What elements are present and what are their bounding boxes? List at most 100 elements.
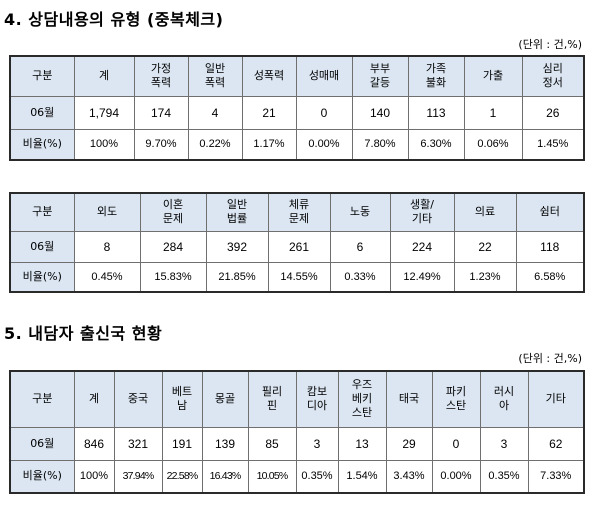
- data-cell: 261: [267, 230, 331, 263]
- section-5-unit: (단위 : 건,%): [518, 352, 582, 365]
- header-cell: 성폭력: [241, 55, 297, 97]
- data-cell: 10.05%: [247, 459, 297, 494]
- header-cell: 러시 아: [479, 370, 529, 428]
- header-cell: 생활/기타: [389, 192, 455, 232]
- data-cell: 37.94%: [113, 459, 163, 494]
- header-cell: 일반 법률: [205, 192, 269, 232]
- header-cell: 구분: [9, 370, 75, 428]
- header-cell: 몽골: [201, 370, 249, 428]
- data-cell: 9.70%: [133, 128, 189, 161]
- section-5-title: 5. 내담자 출신국 현황: [4, 324, 163, 343]
- data-cell: 846: [73, 426, 115, 461]
- data-cell: 0.35%: [479, 459, 529, 494]
- data-cell: 4: [187, 95, 243, 130]
- header-cell: 심리 정서: [521, 55, 585, 97]
- header-cell: 가정 폭력: [133, 55, 189, 97]
- data-cell: 21.85%: [205, 261, 269, 293]
- header-cell: 베트 남: [161, 370, 203, 428]
- data-cell: 26: [521, 95, 585, 130]
- data-cell: 0.06%: [463, 128, 523, 161]
- header-cell: 체류 문제: [267, 192, 331, 232]
- data-cell: 8: [73, 230, 141, 263]
- data-cell: 0: [431, 426, 481, 461]
- data-cell: 85: [247, 426, 297, 461]
- consultation-type-table-1: 구분 계 가정 폭력 일반 폭력 성폭력 성매매 부부 갈등 가족 불화 가출 심리 정서 06월 1,794…: [9, 55, 585, 161]
- data-cell: 6.30%: [407, 128, 465, 161]
- row-label: 비율(%): [9, 459, 75, 494]
- header-cell: 구분: [9, 55, 75, 97]
- data-cell: 174: [133, 95, 189, 130]
- data-cell: 113: [407, 95, 465, 130]
- data-cell: 3.43%: [385, 459, 433, 494]
- section-4-unit: (단위 : 건,%): [518, 38, 582, 51]
- header-cell: 가족 불화: [407, 55, 465, 97]
- data-cell: 0.33%: [329, 261, 391, 293]
- data-cell: 3: [479, 426, 529, 461]
- data-cell: 14.55%: [267, 261, 331, 293]
- data-cell: 16.43%: [201, 459, 249, 494]
- data-cell: 321: [113, 426, 163, 461]
- data-cell: 100%: [73, 128, 135, 161]
- data-cell: 1,794: [73, 95, 135, 130]
- consultation-type-table-2: 구분 외도 이혼 문제 일반 법률 체류 문제 노동 생활/기타 의료 쉼터 06월 8 284 392 26…: [9, 192, 585, 293]
- row-label: 비율(%): [9, 128, 75, 161]
- row-label: 비율(%): [9, 261, 75, 293]
- header-cell: 기타: [527, 370, 585, 428]
- header-cell: 계: [73, 55, 135, 97]
- data-cell: 29: [385, 426, 433, 461]
- header-cell: 구분: [9, 192, 75, 232]
- data-cell: 3: [295, 426, 339, 461]
- data-cell: 1.45%: [521, 128, 585, 161]
- row-label: 06월: [9, 426, 75, 461]
- data-cell: 7.33%: [527, 459, 585, 494]
- row-label: 06월: [9, 230, 75, 263]
- data-cell: 0.00%: [295, 128, 353, 161]
- data-cell: 22.58%: [161, 459, 203, 494]
- data-cell: 15.83%: [139, 261, 207, 293]
- client-origin-country-table: 구분 계 중국 베트 남 몽골 필리 핀 캄보 디아 우즈 베키 스탄 태국 파키 스탄 러시 아 기타 06월 84…: [9, 370, 585, 494]
- data-cell: 140: [351, 95, 409, 130]
- data-cell: 118: [515, 230, 585, 263]
- header-cell: 가출: [463, 55, 523, 97]
- data-cell: 0.00%: [431, 459, 481, 494]
- header-cell: 파키 스탄: [431, 370, 481, 428]
- data-cell: 1.17%: [241, 128, 297, 161]
- header-cell: 캄보 디아: [295, 370, 339, 428]
- data-cell: 22: [453, 230, 517, 263]
- data-cell: 1.54%: [337, 459, 387, 494]
- data-cell: 62: [527, 426, 585, 461]
- data-cell: 392: [205, 230, 269, 263]
- data-cell: 284: [139, 230, 207, 263]
- data-cell: 13: [337, 426, 387, 461]
- section-4-title: 4. 상담내용의 유형 (중복체크): [4, 10, 224, 29]
- data-cell: 6.58%: [515, 261, 585, 293]
- header-cell: 쉼터: [515, 192, 585, 232]
- data-cell: 0.22%: [187, 128, 243, 161]
- data-cell: 6: [329, 230, 391, 263]
- header-cell: 일반 폭력: [187, 55, 243, 97]
- header-cell: 태국: [385, 370, 433, 428]
- header-cell: 우즈 베키 스탄: [337, 370, 387, 428]
- data-cell: 1: [463, 95, 523, 130]
- data-cell: 139: [201, 426, 249, 461]
- header-cell: 성매매: [295, 55, 353, 97]
- data-cell: 0.35%: [295, 459, 339, 494]
- header-cell: 외도: [73, 192, 141, 232]
- header-cell: 부부 갈등: [351, 55, 409, 97]
- header-cell: 중국: [113, 370, 163, 428]
- header-cell: 계: [73, 370, 115, 428]
- data-cell: 100%: [73, 459, 115, 494]
- header-cell: 노동: [329, 192, 391, 232]
- row-label: 06월: [9, 95, 75, 130]
- data-cell: 1.23%: [453, 261, 517, 293]
- data-cell: 0: [295, 95, 353, 130]
- data-cell: 224: [389, 230, 455, 263]
- header-cell: 의료: [453, 192, 517, 232]
- header-cell: 이혼 문제: [139, 192, 207, 232]
- data-cell: 191: [161, 426, 203, 461]
- data-cell: 12.49%: [389, 261, 455, 293]
- data-cell: 7.80%: [351, 128, 409, 161]
- header-cell: 필리 핀: [247, 370, 297, 428]
- data-cell: 0.45%: [73, 261, 141, 293]
- data-cell: 21: [241, 95, 297, 130]
